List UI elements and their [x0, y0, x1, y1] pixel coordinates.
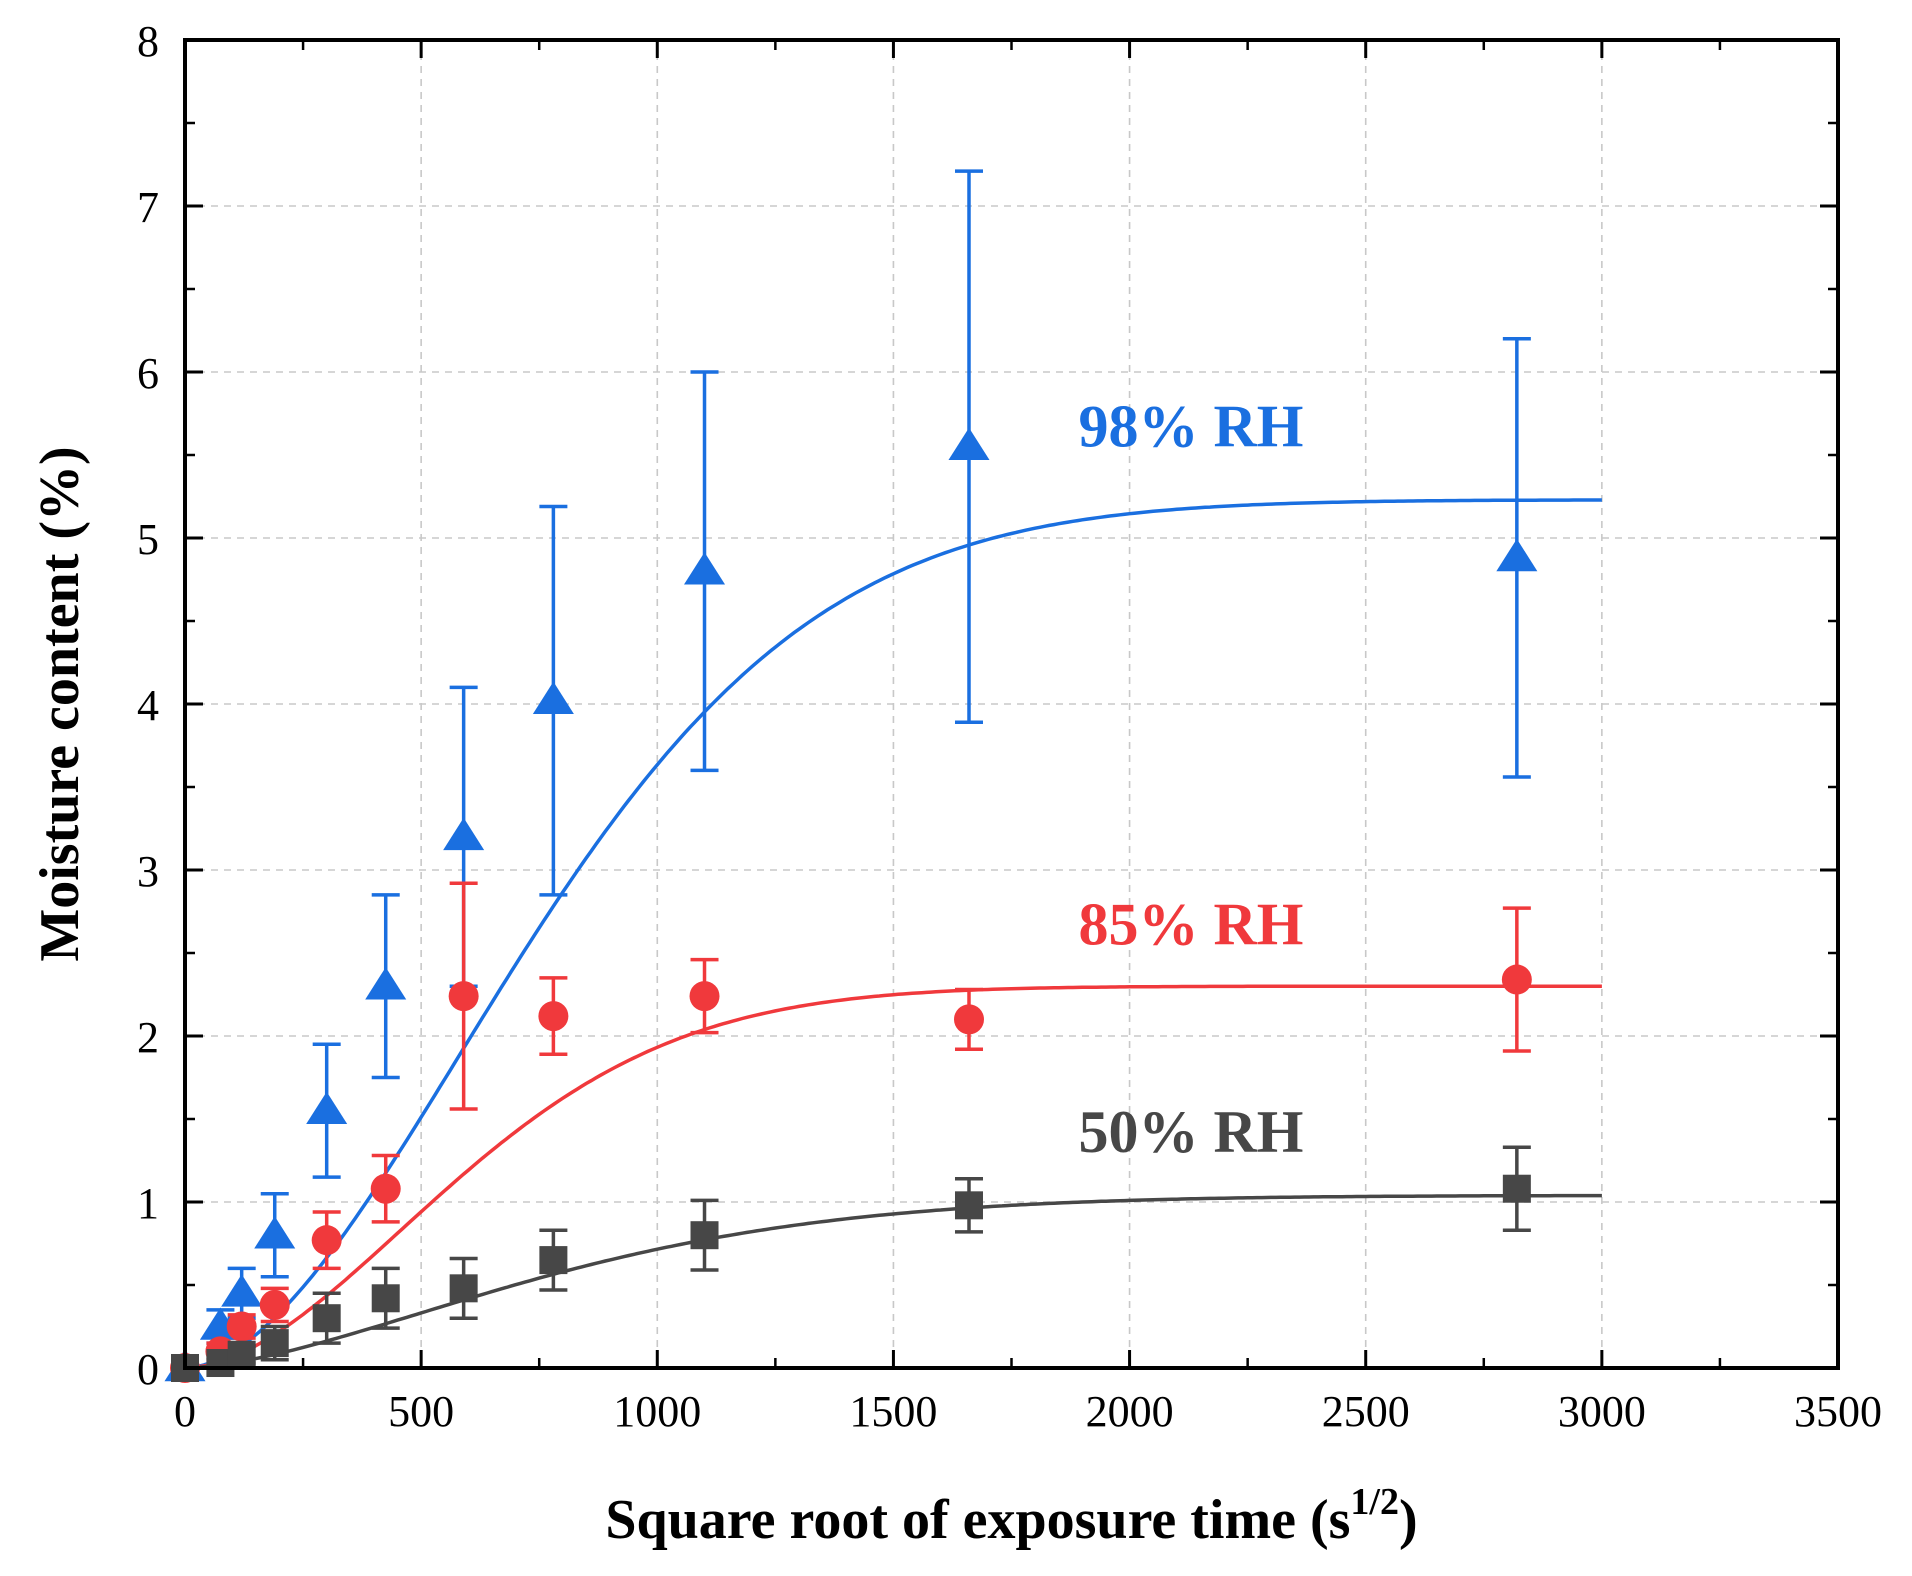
x-tick-label: 2500: [1322, 1387, 1410, 1436]
y-tick-label: 3: [137, 847, 159, 896]
y-axis-title: Moisture content (%): [29, 446, 91, 961]
data-point: [443, 817, 485, 851]
data-point: [954, 1191, 983, 1220]
data-point: [538, 1001, 569, 1032]
y-tick-label: 4: [137, 681, 159, 730]
data-point: [539, 1246, 568, 1275]
tick-label-layer: 0 500 1000 1500 2000 2500 3000 3500 0 1 2 3 4 5 6 7 8: [137, 17, 1882, 1436]
x-axis-title-end: ): [1399, 1489, 1418, 1551]
data-point: [365, 967, 407, 1000]
x-tick-label: 1000: [613, 1387, 701, 1436]
data-point: [371, 1284, 400, 1313]
data-point: [689, 981, 720, 1012]
series-annotation: 98% RH: [1078, 394, 1303, 460]
annotation-layer: 98% RH 85% RH 50% RH: [1078, 394, 1303, 1165]
data-point: [254, 1216, 296, 1249]
fit-curve: [184, 984, 1602, 1370]
series-annotation: 85% RH: [1078, 892, 1303, 958]
fit-curve: [184, 498, 1602, 1370]
fit-curve: [184, 1193, 1602, 1370]
data-point: [1502, 1174, 1531, 1203]
errorbar-layer: [206, 169, 1531, 1370]
data-point: [312, 1304, 341, 1333]
data-point: [683, 552, 726, 585]
data-point: [221, 1274, 263, 1307]
data-point: [311, 1225, 342, 1256]
x-axis-title-main: Square root of exposure time (s: [605, 1489, 1350, 1551]
data-point: [370, 1173, 401, 1204]
y-tick-label: 0: [137, 1345, 159, 1394]
data-point: [690, 1221, 719, 1250]
data-point: [260, 1329, 289, 1358]
tick-layer: [183, 38, 1840, 1370]
fit-layer: [184, 498, 1602, 1370]
y-tick-label: 8: [137, 17, 159, 66]
x-tick-label: 3000: [1558, 1387, 1646, 1436]
x-tick-label: 500: [388, 1387, 454, 1436]
y-tick-label: 6: [137, 349, 159, 398]
data-point: [1501, 964, 1532, 995]
data-point: [227, 1340, 256, 1369]
data-point: [226, 1311, 257, 1342]
data-point: [953, 1004, 984, 1035]
x-tick-label: 3500: [1794, 1387, 1882, 1436]
data-point: [306, 1091, 348, 1124]
y-tick-label: 2: [137, 1013, 159, 1062]
data-point: [259, 1289, 290, 1320]
data-point: [449, 1274, 478, 1303]
series-annotation: 50% RH: [1078, 1099, 1303, 1165]
x-axis-title: Square root of exposure time (s1/2): [605, 1481, 1417, 1551]
marker-layer: [164, 427, 1538, 1383]
x-tick-label: 0: [174, 1387, 196, 1436]
data-point: [448, 981, 479, 1012]
x-tick-label: 1500: [849, 1387, 937, 1436]
x-axis-title-superscript: 1/2: [1350, 1481, 1399, 1523]
data-point: [1496, 538, 1538, 572]
x-tick-label: 2000: [1086, 1387, 1174, 1436]
data-point: [948, 427, 990, 460]
y-tick-label: 5: [137, 515, 159, 564]
y-tick-label: 1: [137, 1179, 159, 1228]
grid-layer: [185, 40, 1838, 1368]
y-tick-label: 7: [137, 183, 159, 232]
data-point: [532, 681, 574, 714]
